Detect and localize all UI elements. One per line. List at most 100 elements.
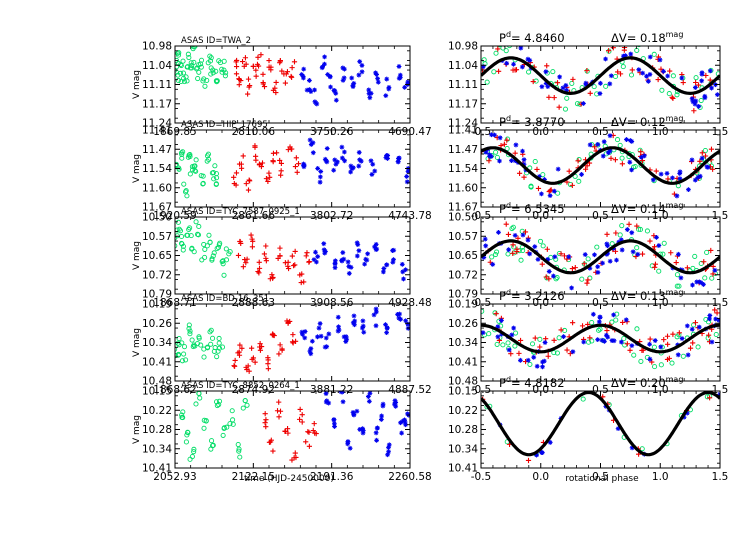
data-point-circle	[512, 343, 518, 349]
data-point-asterisk	[531, 354, 537, 360]
data-point-asterisk	[328, 84, 333, 90]
data-point-circle	[537, 336, 543, 342]
data-point-circle	[206, 232, 212, 238]
data-point-asterisk	[483, 149, 489, 155]
y-tick-label: 10.28	[448, 424, 478, 436]
period-label: Pd= 3.2126	[499, 288, 565, 303]
data-point-circle	[191, 59, 197, 65]
plot-frame	[174, 45, 411, 124]
y-tick-label: 10.34	[142, 337, 172, 349]
data-point-asterisk	[520, 232, 526, 238]
data-point-plus	[707, 395, 713, 401]
data-point-circle	[242, 398, 248, 404]
period-value: = 6.5345	[511, 202, 565, 216]
data-point-plus	[269, 332, 275, 338]
y-tick-label: 10.19	[142, 299, 172, 311]
data-point-asterisk	[506, 347, 512, 353]
data-point-circle	[204, 243, 210, 249]
data-point-asterisk	[527, 251, 533, 257]
data-point-asterisk	[619, 247, 625, 253]
data-point-asterisk	[564, 87, 569, 93]
data-point-asterisk	[299, 329, 305, 335]
data-point-plus	[561, 253, 568, 259]
data-point-circle	[619, 223, 625, 229]
data-point-asterisk	[618, 237, 624, 243]
data-point-circle	[494, 249, 500, 255]
amplitude-label: ΔV= 0.12mag	[611, 114, 683, 129]
data-point-plus	[261, 251, 268, 257]
data-point-plus	[608, 155, 614, 161]
data-point-asterisk	[335, 314, 341, 320]
data-point-asterisk	[692, 85, 698, 90]
x-tick-label: 0.5	[592, 297, 609, 309]
data-point-asterisk	[539, 84, 545, 90]
data-point-circle	[620, 64, 626, 70]
data-point-circle	[198, 57, 205, 63]
data-point-circle	[211, 176, 217, 182]
panel-title: ASAS ID=TWA_2	[181, 36, 251, 46]
data-point-circle	[205, 60, 211, 66]
x-tick-label: 1.0	[652, 297, 669, 309]
data-point-asterisk	[674, 193, 680, 199]
data-point-asterisk	[595, 264, 601, 270]
data-point-circle	[652, 364, 658, 370]
data-point-plus	[647, 336, 653, 342]
data-point-asterisk	[511, 325, 517, 331]
amplitude-sup: mag	[666, 201, 684, 210]
data-point-circle	[589, 320, 595, 326]
data-point-plus	[587, 90, 593, 96]
data-point-plus	[585, 321, 591, 327]
data-point-plus	[267, 439, 274, 445]
data-point-plus	[279, 68, 285, 74]
data-point-plus	[569, 265, 575, 272]
data-point-plus	[281, 71, 287, 77]
data-point-plus	[253, 73, 259, 79]
plot-frame	[174, 390, 411, 469]
data-point-circle	[187, 171, 193, 177]
data-point-asterisk	[365, 394, 371, 399]
data-point-plus	[496, 68, 502, 74]
data-point-asterisk	[644, 73, 649, 79]
data-point-circle	[513, 330, 519, 336]
y-tick-label: 10.57	[142, 231, 172, 243]
fit-curve	[481, 146, 720, 185]
data-point-plus	[701, 259, 707, 265]
data-point-circle	[185, 51, 191, 57]
data-point-circle	[196, 334, 202, 340]
data-point-plus	[610, 46, 616, 51]
data-point-plus	[581, 261, 587, 267]
data-point-plus	[306, 258, 312, 265]
data-point-plus	[292, 248, 298, 255]
data-point-circle	[634, 245, 640, 251]
data-point-asterisk	[607, 133, 613, 139]
data-point-circle	[204, 344, 211, 350]
data-point-plus	[232, 357, 238, 364]
data-point-circle	[638, 358, 644, 364]
y-tick-label: 11.41	[142, 125, 172, 137]
x-tick-label: 2052.93	[153, 471, 196, 483]
data-point-circle	[175, 353, 179, 359]
data-point-asterisk	[582, 252, 588, 257]
data-point-plus	[245, 363, 251, 369]
data-point-asterisk	[483, 243, 489, 249]
y-tick-label: 10.41	[448, 463, 478, 475]
data-point-asterisk	[581, 101, 586, 106]
data-point-asterisk	[557, 74, 563, 80]
y-tick-label: 11.47	[448, 144, 478, 156]
data-point-asterisk	[360, 430, 366, 436]
data-point-circle	[215, 348, 221, 354]
data-point-asterisk	[333, 161, 339, 167]
data-point-asterisk	[670, 175, 675, 181]
data-point-asterisk	[518, 357, 523, 363]
data-point-circle	[713, 331, 719, 338]
data-point-plus	[695, 82, 702, 88]
data-point-plus	[249, 244, 255, 250]
data-point-asterisk	[707, 316, 712, 322]
data-point-circle	[659, 87, 665, 93]
x-tick-label: 0.0	[532, 297, 549, 309]
data-point-asterisk	[599, 337, 605, 343]
data-point-plus	[664, 333, 671, 339]
data-point-circle	[180, 247, 186, 253]
data-point-plus	[702, 153, 709, 159]
data-point-plus	[510, 250, 516, 256]
